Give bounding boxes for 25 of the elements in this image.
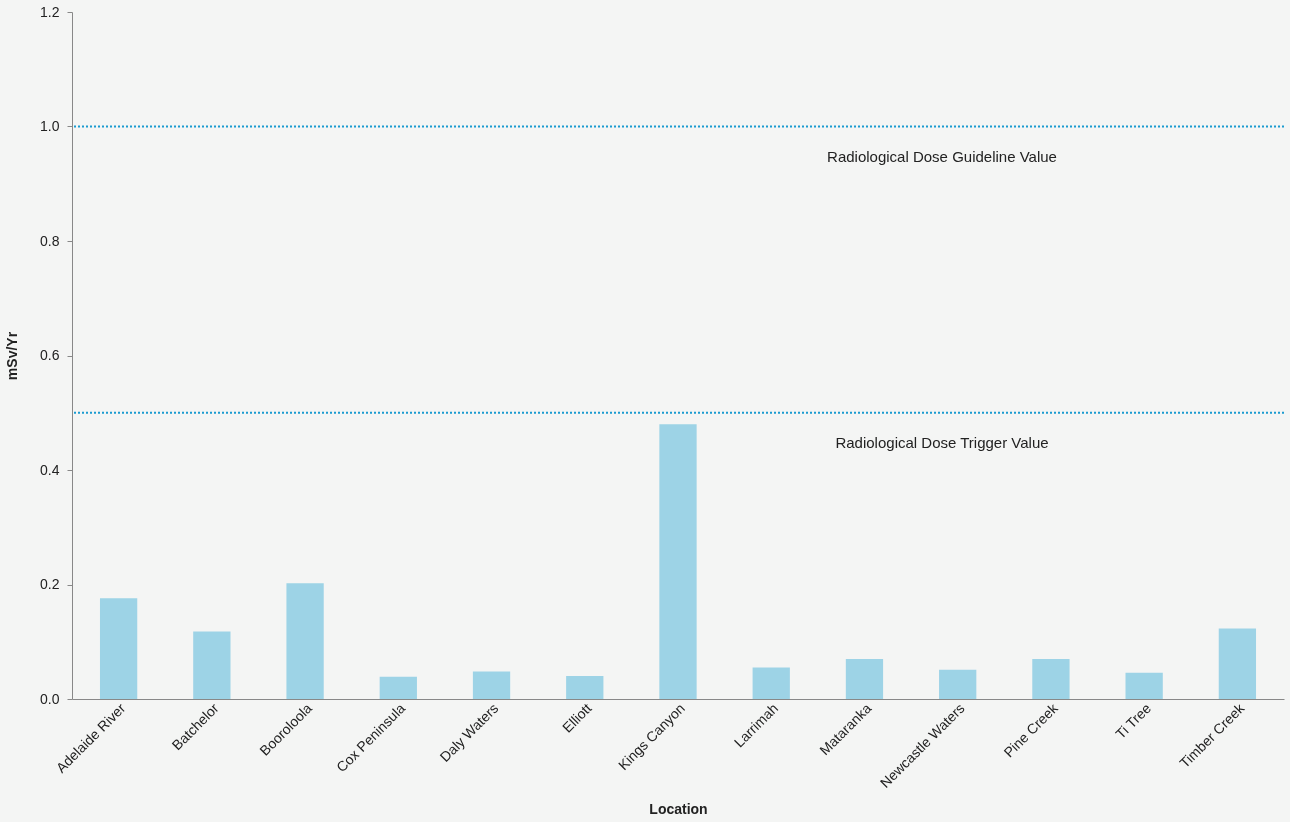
y-tick-label: 1.0 — [40, 118, 60, 134]
ref-line-label: Radiological Dose Guideline Value — [827, 147, 1057, 165]
y-tick-label: 0.0 — [40, 690, 60, 707]
bar — [99, 598, 138, 699]
y-tick-label: 1.2 — [40, 3, 60, 20]
bar — [286, 583, 324, 699]
y-tick-label: 0.4 — [40, 461, 60, 478]
bar — [752, 667, 790, 699]
bar — [1125, 672, 1163, 699]
x-axis-title: Location — [649, 800, 708, 817]
y-axis-title: mSv/Yr — [4, 331, 21, 381]
bar — [845, 658, 884, 699]
bar — [1218, 628, 1257, 699]
bar — [193, 631, 231, 699]
y-tick-label: 0.6 — [40, 347, 60, 363]
bar — [379, 676, 417, 699]
x-tick-label: Ti Tree — [1112, 699, 1155, 742]
ref-line-label: Radiological Dose Trigger Value — [835, 433, 1049, 451]
y-tick-label: 0.2 — [40, 576, 60, 592]
y-tick-label: 0.8 — [40, 232, 60, 249]
bar — [566, 676, 604, 699]
bar — [1032, 658, 1070, 699]
bar — [659, 424, 697, 699]
bar — [939, 669, 977, 699]
bar — [472, 671, 511, 699]
